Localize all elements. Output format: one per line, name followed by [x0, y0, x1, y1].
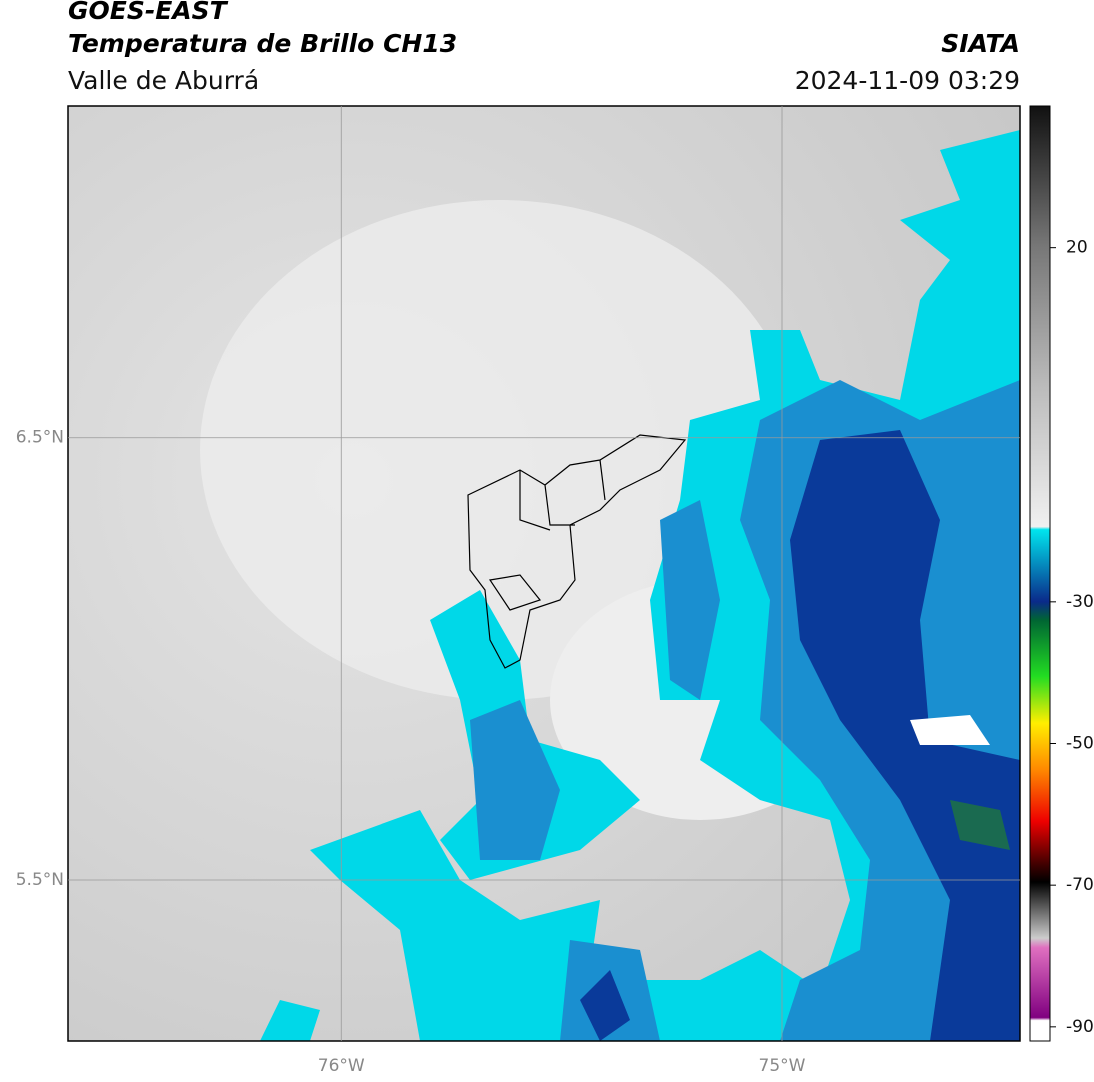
region: Valle de Aburrá: [68, 66, 259, 95]
timestamp: 2024-11-09 03:29: [795, 66, 1020, 95]
lon-label: 76°W: [318, 1056, 365, 1076]
map-frame: [67, 105, 1021, 1042]
lat-label: 5.5°N: [16, 870, 64, 890]
imagery: [68, 106, 1020, 1041]
title: GOES-EAST: [68, 0, 229, 25]
lat-label: 6.5°N: [16, 428, 64, 448]
colorbar-label: -90: [1066, 1017, 1094, 1037]
subtitle: Temperatura de Brillo CH13: [68, 29, 457, 58]
colorbar-label: 20: [1066, 238, 1088, 258]
source: SIATA: [941, 29, 1020, 58]
colorbar-label: -70: [1066, 875, 1094, 895]
colorbar-label: -50: [1066, 734, 1094, 754]
colorbar: [1029, 105, 1051, 1042]
lon-label: 75°W: [759, 1056, 806, 1076]
colorbar-label: -30: [1066, 592, 1094, 612]
axes: 6.5°N 5.5°N 76°W 75°W 20 -30 -50 -70 -90: [16, 106, 1094, 1076]
